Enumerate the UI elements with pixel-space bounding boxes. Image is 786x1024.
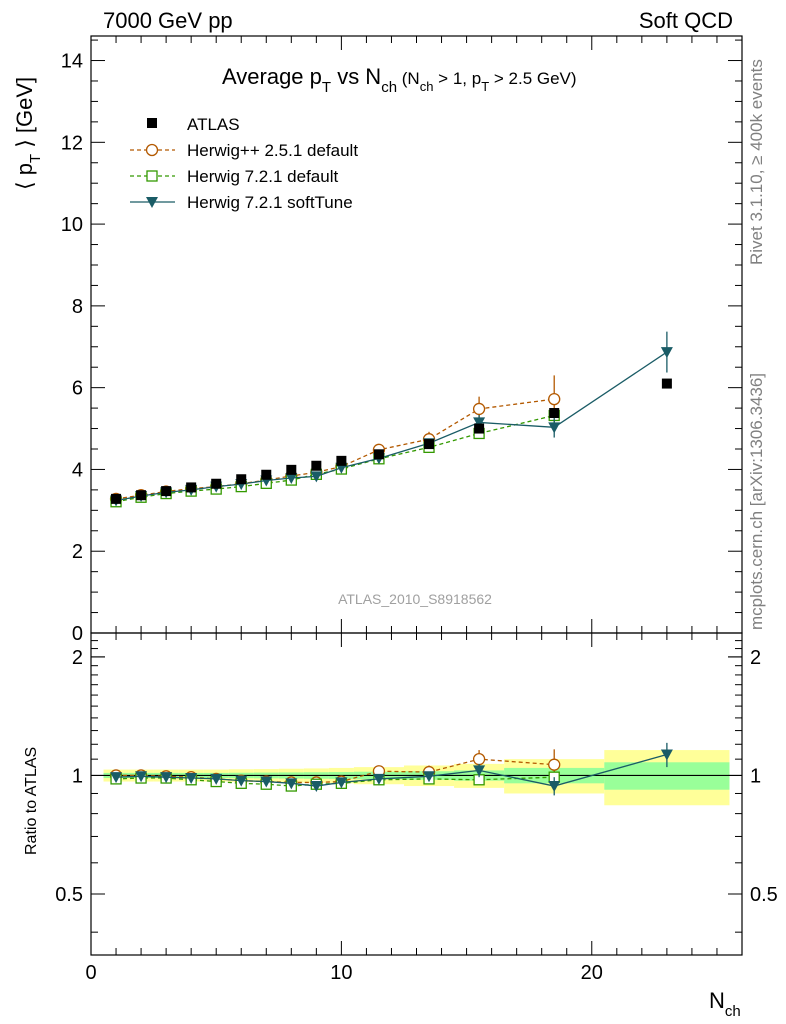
ratio-line-herwig721 [116,776,555,787]
point-atlas [336,455,347,466]
point-atlas [111,493,122,504]
legend-item-atlas: ATLAS [147,115,240,134]
ratio-marks [109,742,673,796]
ratio-frame [90,632,743,956]
legend-item-herwigpp: Herwig++ 2.5.1 default [130,141,358,160]
ratio-y-ticks: 0.5 0.5 1 1 2 2 [55,640,778,933]
legend-label-atlas: ATLAS [187,115,240,134]
xtick-label: 10 [330,962,352,984]
point-atlas [136,490,147,501]
main-y-ticks: 0 2 4 6 8 10 12 14 [61,36,743,645]
point-herwigpp [472,402,486,416]
ratio-point-softtune [335,777,348,789]
point-atlas [661,378,672,389]
point-atlas [311,460,322,471]
point-atlas [161,486,172,497]
main-ytick-label: 8 [72,296,83,318]
point-atlas [424,439,435,450]
ratio-point-herwigpp [472,753,486,766]
ratio-point-softtune [310,781,323,793]
main-marks [109,331,673,508]
legend-label-softtune: Herwig 7.2.1 softTune [187,193,353,212]
line-herwigpp [115,398,555,500]
ratio-point-softtune [548,781,561,793]
legend-item-herwig721: Herwig 7.2.1 default [130,167,338,186]
ratio-point-softtune [210,773,223,785]
ratio-point-softtune [285,778,298,790]
ratio-point-softtune [372,773,385,785]
legend-label-herwigpp: Herwig++ 2.5.1 default [187,141,358,160]
x-axis-label: Nch [709,988,741,1020]
ratio-panel: 0.5 0.5 1 1 2 2 0 10 20 Ratio to ATLAS Nch [23,632,778,1020]
line-herwig721 [115,414,555,503]
ratio-ytick-label-left: 1 [72,765,83,787]
point-atlas [373,449,384,460]
main-ytick-label: 14 [61,51,83,73]
ratio-point-herwigpp [548,758,561,771]
watermark: ATLAS_2010_S8918562 [338,591,492,607]
ratio-point-softtune [185,773,198,785]
xtick-label: 0 [85,962,96,984]
point-softtune [548,422,561,434]
ratio-ylabel: Ratio to ATLAS [23,747,40,855]
legend-marker-softtune [146,197,158,208]
point-atlas [211,478,222,489]
ratio-ytick-label-left: 0.5 [55,884,83,906]
main-ylabel: ⟨ pT ⟩ [GeV] [12,77,44,190]
ratio-ytick-label-right: 1 [750,765,761,787]
legend-marker-herwig721 [146,170,158,182]
ratio-point-softtune [473,765,486,777]
ratio-point-softtune [235,775,248,787]
main-panel: 0 2 4 6 8 10 12 14 Average pT vs Nch (Nch > 1, … [12,35,743,645]
point-atlas [261,469,272,480]
point-softtune [473,417,486,429]
point-atlas [549,408,560,419]
ratio-point-softtune [260,776,273,788]
mcplots-label: mcplots.cern.ch [arXiv:1306.3436] [747,373,766,630]
main-ytick-label: 2 [72,541,83,563]
point-herwigpp [548,392,561,406]
line-softtune [115,351,668,502]
ratio-point-softtune [135,771,148,783]
ratio-point-softtune [110,772,123,784]
ratio-point-softtune [660,749,673,761]
point-atlas [236,474,247,485]
main-ytick-label: 0 [72,623,83,645]
main-ytick-label: 6 [72,378,83,400]
x-ticks: 0 10 20 [85,633,743,984]
legend-label-herwig721: Herwig 7.2.1 default [187,167,338,186]
point-atlas [286,464,297,475]
main-ytick-label: 10 [61,214,83,236]
point-atlas [474,423,485,434]
point-softtune [310,471,323,483]
rivet-label: Rivet 3.1.10, ≥ 400k events [747,59,766,265]
header-left: 7000 GeV pp [103,8,233,33]
point-softtune [285,473,298,485]
point-softtune [660,347,673,359]
legend-item-softtune: Herwig 7.2.1 softTune [130,193,353,212]
ratio-ytick-label-left: 2 [72,647,83,669]
xtick-label: 20 [581,962,603,984]
legend-marker-herwigpp [145,143,159,157]
legend-marker-atlas [147,118,157,128]
main-title: Average pT vs Nch (Nch > 1, pT > 2.5 GeV… [222,64,577,96]
legend: ATLAS Herwig++ 2.5.1 default Herwig 7.2.… [130,115,358,212]
main-ytick-label: 4 [72,459,83,481]
ratio-ytick-label-right: 0.5 [750,884,778,906]
ratio-ytick-label-right: 2 [750,647,761,669]
ratio-point-softtune [423,771,436,783]
ratio-point-softtune [160,772,173,784]
point-atlas [186,482,197,493]
header-right: Soft QCD [639,8,733,33]
main-ytick-label: 12 [61,132,83,154]
